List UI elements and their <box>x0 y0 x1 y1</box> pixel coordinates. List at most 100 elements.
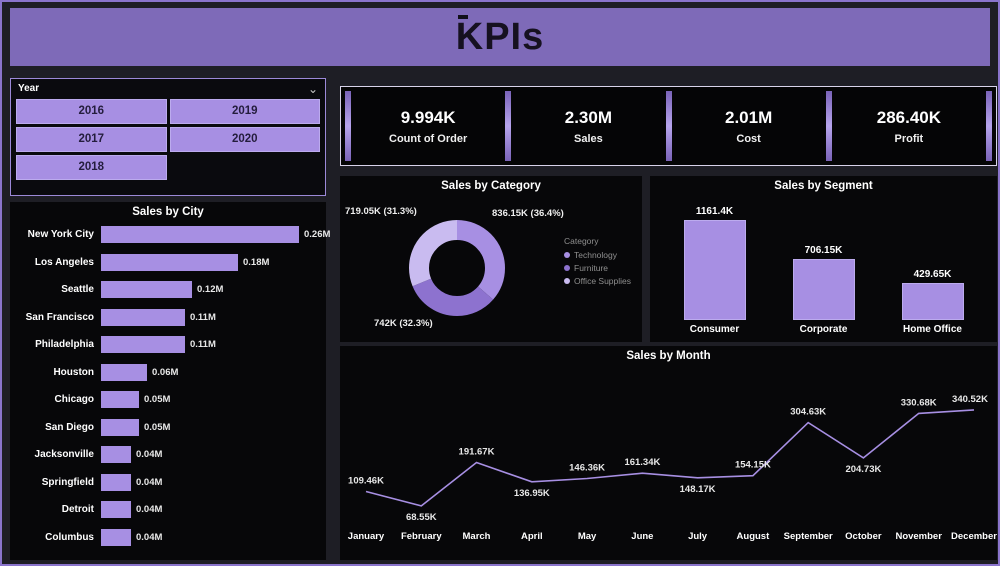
month-axis-label: June <box>631 531 653 542</box>
segment-axis-label: Consumer <box>689 324 740 335</box>
segment-value-label: 429.65K <box>913 269 952 280</box>
year-option-2016[interactable]: 2016 <box>16 99 167 124</box>
month-value-label: 161.34K <box>624 457 660 468</box>
kpi-label: Profit <box>894 132 924 145</box>
segment-axis-label: Corporate <box>799 324 848 335</box>
month-axis-label: December <box>951 531 997 542</box>
sales-line <box>365 409 975 507</box>
legend-title: Category <box>564 236 599 246</box>
city-category-label: San Diego <box>45 421 94 433</box>
legend-dot-icon <box>564 252 570 258</box>
month-value-label: 204.73K <box>845 464 881 475</box>
segment-bar-corporate[interactable] <box>792 259 855 320</box>
city-category-label: San Francisco <box>25 311 94 323</box>
month-axis-label: April <box>521 531 543 542</box>
city-bar-philadelphia[interactable] <box>101 336 185 354</box>
kpi-label: Count of Order <box>389 132 468 145</box>
kpi-value: 2.30M <box>564 107 612 127</box>
segment-bar-consumer[interactable] <box>683 220 746 320</box>
legend-dot-icon <box>564 265 570 271</box>
city-row: Jacksonville 0.04M <box>16 441 322 469</box>
month-axis-label: January <box>348 531 385 542</box>
kpi-label: Sales <box>574 132 603 145</box>
month-axis-label: November <box>895 531 942 542</box>
city-category-label: New York City <box>27 229 94 241</box>
city-bar-detroit[interactable] <box>101 501 131 519</box>
sales-by-month-chart: 109.46K January 68.55K February 191.67K March… <box>348 394 997 542</box>
city-bar-los-angeles[interactable] <box>101 253 238 271</box>
sales-by-city-panel: Sales by City New York City 0.26M Los Ange… <box>10 202 330 560</box>
sales-by-segment-chart: 1161.4K Consumer 706.15K Corporate 429.65K Ho… <box>660 194 987 338</box>
city-category-label: Houston <box>53 366 94 378</box>
city-row: Philadelphia 0.11M <box>16 331 322 359</box>
city-bar-springfield[interactable] <box>101 473 131 491</box>
year-slicer: Year ⌄ 2016 2019 2017 2020 2018 <box>10 78 326 196</box>
city-value-label: 0.11M <box>190 311 216 323</box>
month-value-label: 136.95K <box>514 488 550 499</box>
city-category-label: Columbus <box>45 531 94 543</box>
sales-by-month-title: Sales by Month <box>626 350 711 362</box>
month-axis-label: October <box>845 531 882 542</box>
city-category-label: Seattle <box>61 284 94 296</box>
month-value-label: 191.67K <box>459 447 495 458</box>
segment-value-label: 706.15K <box>804 245 843 256</box>
month-axis-label: May <box>578 531 597 542</box>
year-option-2018[interactable]: 2018 <box>16 155 167 180</box>
chevron-down-icon[interactable]: ⌄ <box>307 81 318 96</box>
city-bar-san-diego[interactable] <box>101 418 139 436</box>
city-bar-san-francisco[interactable] <box>101 308 185 326</box>
month-value-label: 154.15K <box>735 460 771 471</box>
year-option-2019[interactable]: 2019 <box>169 99 320 124</box>
category-donut-chart <box>409 220 505 316</box>
year-option-2017[interactable]: 2017 <box>16 127 167 152</box>
month-value-label: 146.36K <box>569 463 605 474</box>
year-slicer-title: Year <box>18 83 40 94</box>
legend-item-office-supplies[interactable]: Office Supplies <box>564 276 631 286</box>
kpi-divider <box>825 91 832 161</box>
city-value-label: 0.05M <box>144 421 171 433</box>
year-slicer-options: 2016 2019 2017 2020 2018 <box>11 96 325 183</box>
sales-by-category-title: Sales by Category <box>441 180 541 192</box>
city-row: Seattle 0.12M <box>16 276 322 304</box>
city-row: Los Angeles 0.18M <box>16 249 322 277</box>
kpi-divider <box>505 91 512 161</box>
page-title: KPIs <box>455 16 545 58</box>
month-axis-label: August <box>737 531 771 542</box>
kpi-value: 286.40K <box>876 107 942 127</box>
city-row: San Diego 0.05M <box>16 414 322 442</box>
city-row: Chicago 0.05M <box>16 386 322 414</box>
month-value-label: 304.63K <box>790 407 826 418</box>
month-value-label: 109.46K <box>348 476 384 487</box>
city-bar-columbus[interactable] <box>101 528 131 546</box>
legend-item-furniture[interactable]: Furniture <box>564 263 631 273</box>
month-value-label: 148.17K <box>680 484 716 495</box>
segment-bar-home-office[interactable] <box>901 283 964 320</box>
city-value-label: 0.12M <box>197 284 224 296</box>
sales-by-segment-panel: Sales by Segment 1161.4K Consumer 706.15K C… <box>650 176 997 342</box>
city-category-label: Springfield <box>41 476 94 488</box>
city-value-label: 0.26M <box>304 229 331 241</box>
city-bar-houston[interactable] <box>101 363 147 381</box>
donut-slice-furniture[interactable] <box>409 220 505 316</box>
donut-label-office-supplies: 719.05K (31.3%) <box>345 206 417 217</box>
city-bar-seattle[interactable] <box>101 281 192 299</box>
month-value-label: 340.52K <box>952 394 988 405</box>
donut-slice-office-supplies[interactable] <box>409 220 505 316</box>
city-bar-jacksonville[interactable] <box>101 446 131 464</box>
city-row: Houston 0.06M <box>16 359 322 387</box>
year-option-2020[interactable]: 2020 <box>169 127 320 152</box>
kpi-divider <box>986 91 992 161</box>
legend-label: Technology <box>574 250 618 260</box>
city-row: New York City 0.26M <box>16 221 330 249</box>
segment-column-corporate: 706.15K Corporate <box>792 245 855 338</box>
kpi-divider <box>345 91 351 161</box>
city-category-label: Los Angeles <box>34 256 94 268</box>
city-category-label: Philadelphia <box>35 339 94 351</box>
legend-item-technology[interactable]: Technology <box>564 250 631 260</box>
city-bar-new-york-city[interactable] <box>101 226 299 244</box>
city-category-label: Chicago <box>54 394 94 406</box>
month-value-label: 68.55K <box>406 512 437 523</box>
city-bar-chicago[interactable] <box>101 391 139 409</box>
month-axis-label: July <box>688 531 708 542</box>
